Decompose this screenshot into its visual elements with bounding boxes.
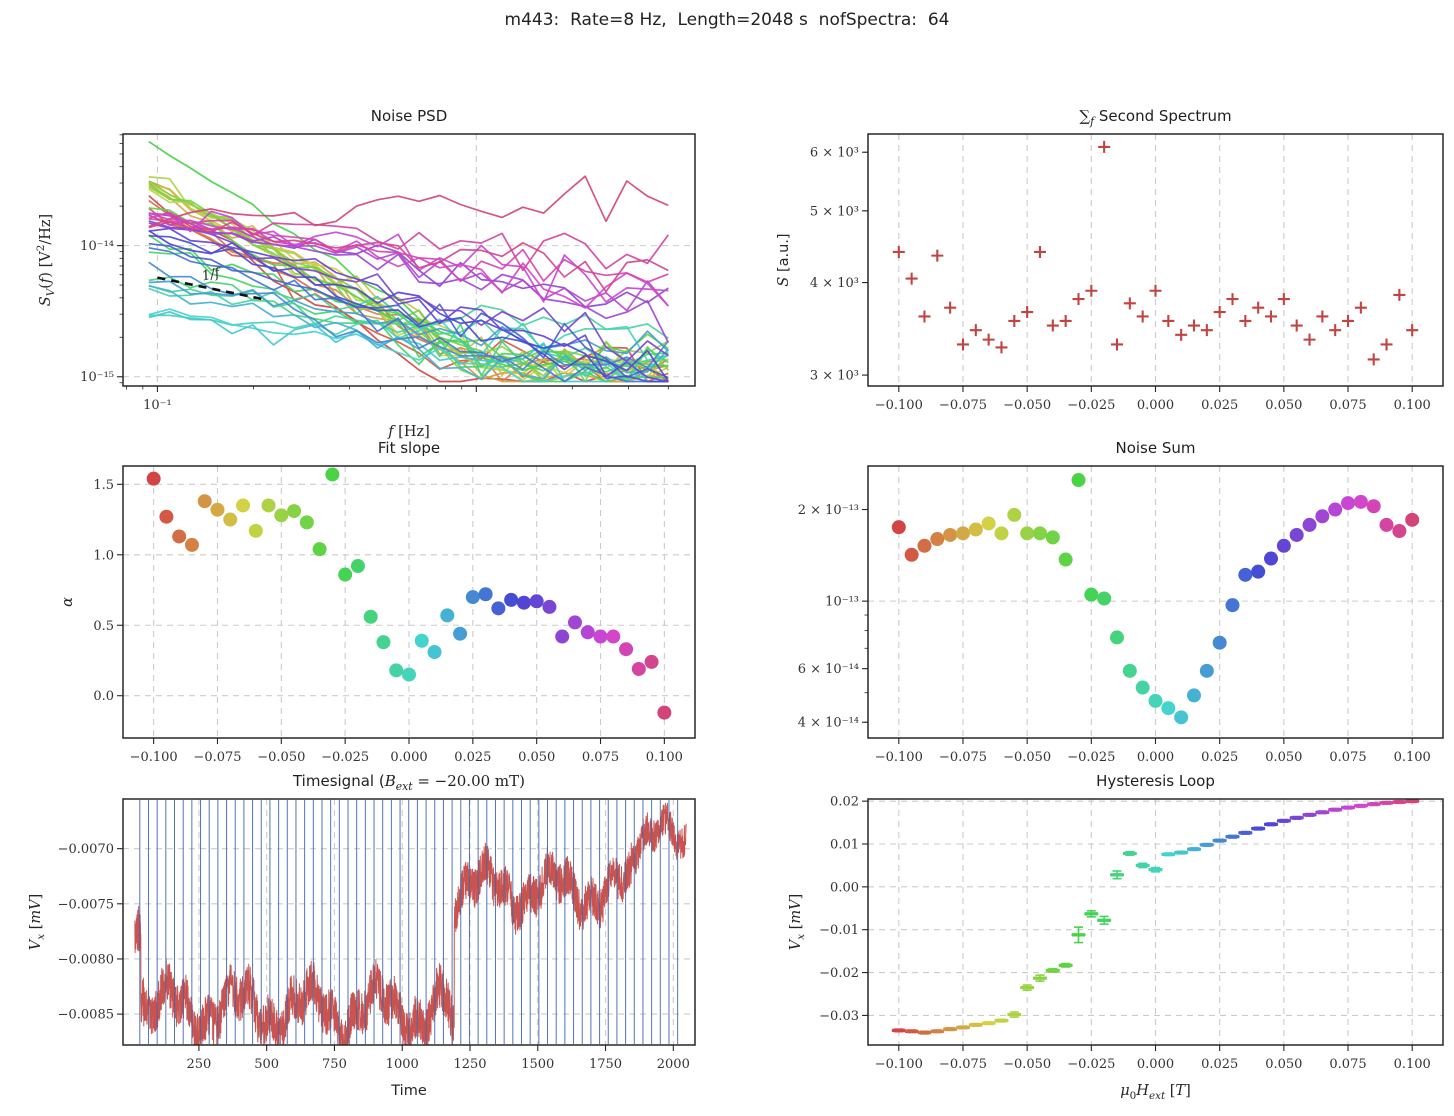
svg-text:−0.025: −0.025 <box>321 750 369 765</box>
svg-text:1.0: 1.0 <box>93 548 114 563</box>
chart-hysteresis-data <box>891 799 1420 1035</box>
svg-text:−0.050: −0.050 <box>1003 398 1051 413</box>
svg-text:0.100: 0.100 <box>646 750 683 765</box>
svg-text:−0.0075: −0.0075 <box>58 897 114 912</box>
svg-text:10⁻¹⁴: 10⁻¹⁴ <box>80 239 114 254</box>
svg-text:500: 500 <box>254 1057 279 1072</box>
svg-text:0.000: 0.000 <box>390 750 427 765</box>
svg-text:2000: 2000 <box>657 1057 690 1072</box>
svg-text:10⁻¹: 10⁻¹ <box>143 398 172 413</box>
chart-fit_slope: −0.100 −0.075 −0.050 −0.025 0.000 0.025 0.050 0… <box>60 439 696 765</box>
svg-text:∑f Second Spectrum: ∑f Second Spectrum <box>1079 107 1231 128</box>
svg-text:−0.0080: −0.0080 <box>58 952 114 967</box>
svg-text:−0.050: −0.050 <box>257 750 305 765</box>
svg-text:0.000: 0.000 <box>1137 750 1174 765</box>
svg-text:−0.025: −0.025 <box>1067 750 1115 765</box>
svg-text:3 × 10³: 3 × 10³ <box>810 369 859 384</box>
svg-text:0.075: 0.075 <box>1329 1057 1366 1072</box>
chart-fit_slope-data <box>146 467 672 720</box>
svg-text:α: α <box>60 597 76 607</box>
svg-text:0.075: 0.075 <box>582 750 619 765</box>
svg-text:10⁻¹³: 10⁻¹³ <box>825 595 859 610</box>
svg-text:1500: 1500 <box>521 1057 554 1072</box>
svg-text:0.075: 0.075 <box>1329 750 1366 765</box>
svg-text:0.000: 0.000 <box>1137 398 1174 413</box>
svg-text:10⁻¹⁵: 10⁻¹⁵ <box>80 370 114 385</box>
svg-text:Vx [mV]: Vx [mV] <box>28 894 47 951</box>
svg-text:−0.075: −0.075 <box>939 1057 987 1072</box>
svg-text:0.100: 0.100 <box>1394 398 1431 413</box>
svg-text:0.050: 0.050 <box>1265 398 1302 413</box>
svg-text:0.02: 0.02 <box>830 795 859 810</box>
svg-text:−0.025: −0.025 <box>1067 398 1115 413</box>
chart-hysteresis: −0.100 −0.075 −0.050 −0.025 0.000 0.025 0.050 0… <box>788 772 1444 1102</box>
svg-text:−0.0070: −0.0070 <box>58 842 114 857</box>
svg-text:0.075: 0.075 <box>1329 398 1366 413</box>
svg-text:−0.100: −0.100 <box>875 398 923 413</box>
chart-noise_psd: 1/f 10⁻¹ 10⁻¹⁴ 10⁻¹⁵ Noise PSD f [Hz] SV(f) [V… <box>35 107 696 440</box>
svg-text:Hysteresis Loop: Hysteresis Loop <box>1096 772 1215 790</box>
svg-text:250: 250 <box>186 1057 211 1072</box>
svg-text:−0.075: −0.075 <box>193 750 241 765</box>
svg-text:0.050: 0.050 <box>1265 750 1302 765</box>
svg-text:5 × 10³: 5 × 10³ <box>810 204 859 219</box>
svg-text:1.5: 1.5 <box>93 478 114 493</box>
svg-text:4 × 10³: 4 × 10³ <box>810 276 859 291</box>
svg-text:Noise Sum: Noise Sum <box>1115 439 1195 457</box>
svg-text:−0.100: −0.100 <box>875 750 923 765</box>
svg-text:−0.100: −0.100 <box>130 750 178 765</box>
svg-text:Vx [mV]: Vx [mV] <box>788 894 807 951</box>
svg-text:2 × 10⁻¹³: 2 × 10⁻¹³ <box>798 503 859 518</box>
svg-text:Time: Time <box>390 1083 427 1099</box>
svg-text:f [Hz]: f [Hz] <box>387 424 430 440</box>
svg-text:0.5: 0.5 <box>93 619 114 634</box>
svg-text:0.025: 0.025 <box>1201 750 1238 765</box>
svg-text:0.025: 0.025 <box>1201 1057 1238 1072</box>
svg-text:−0.050: −0.050 <box>1003 750 1051 765</box>
svg-text:1750: 1750 <box>589 1057 622 1072</box>
svg-text:1000: 1000 <box>386 1057 419 1072</box>
chart-noise_sum: −0.100 −0.075 −0.050 −0.025 0.000 0.025 0.050 0… <box>798 439 1444 765</box>
svg-text:750: 750 <box>322 1057 347 1072</box>
svg-text:SV(f) [V2/Hz]: SV(f) [V2/Hz] <box>35 214 57 306</box>
chart-timesignal: 250 500 750 1000 1250 1500 1750 2000 −0.0070 −0.0… <box>28 772 696 1099</box>
chart-second_spectrum-data <box>892 140 1419 366</box>
svg-text:6 × 10⁻¹⁴: 6 × 10⁻¹⁴ <box>798 662 859 677</box>
svg-text:−0.075: −0.075 <box>939 750 987 765</box>
svg-text:−0.03: −0.03 <box>819 1009 859 1024</box>
svg-text:0.050: 0.050 <box>518 750 555 765</box>
svg-text:0.025: 0.025 <box>454 750 491 765</box>
svg-text:μ0Hext [T]: μ0Hext [T] <box>1120 1083 1191 1102</box>
svg-text:1/f: 1/f <box>200 264 223 284</box>
chart-noise_psd-data: 1/f <box>148 140 670 383</box>
svg-text:6 × 10³: 6 × 10³ <box>810 146 859 161</box>
svg-text:Timesignal (Bext = −20.00 mT): Timesignal (Bext = −20.00 mT) <box>292 772 525 793</box>
svg-text:0.025: 0.025 <box>1201 398 1238 413</box>
svg-text:−0.050: −0.050 <box>1003 1057 1051 1072</box>
svg-text:−0.025: −0.025 <box>1067 1057 1115 1072</box>
svg-text:0.000: 0.000 <box>1137 1057 1174 1072</box>
chart-timesignal-data <box>134 800 687 1045</box>
svg-text:4 × 10⁻¹⁴: 4 × 10⁻¹⁴ <box>798 716 859 731</box>
svg-text:0.00: 0.00 <box>830 880 859 895</box>
svg-text:Noise PSD: Noise PSD <box>371 107 448 125</box>
svg-text:Fit slope: Fit slope <box>378 439 440 457</box>
svg-text:0.100: 0.100 <box>1394 1057 1431 1072</box>
chart-noise_sum-data <box>891 473 1420 725</box>
svg-text:−0.075: −0.075 <box>939 398 987 413</box>
svg-text:0.050: 0.050 <box>1265 1057 1302 1072</box>
svg-text:0.100: 0.100 <box>1394 750 1431 765</box>
svg-text:−0.01: −0.01 <box>819 923 859 938</box>
svg-text:S [a.u.]: S [a.u.] <box>776 233 792 286</box>
svg-text:0.01: 0.01 <box>830 838 859 853</box>
figure-suptitle: m443: Rate=8 Hz, Length=2048 s nofSpectr… <box>504 10 950 30</box>
svg-text:−0.02: −0.02 <box>819 966 859 981</box>
svg-text:−0.0085: −0.0085 <box>58 1008 114 1023</box>
chart-second_spectrum: −0.100 −0.075 −0.050 −0.025 0.000 0.025 0.050 0… <box>776 107 1444 413</box>
svg-text:0.0: 0.0 <box>93 689 114 704</box>
svg-text:−0.100: −0.100 <box>875 1057 923 1072</box>
svg-text:1250: 1250 <box>453 1057 486 1072</box>
